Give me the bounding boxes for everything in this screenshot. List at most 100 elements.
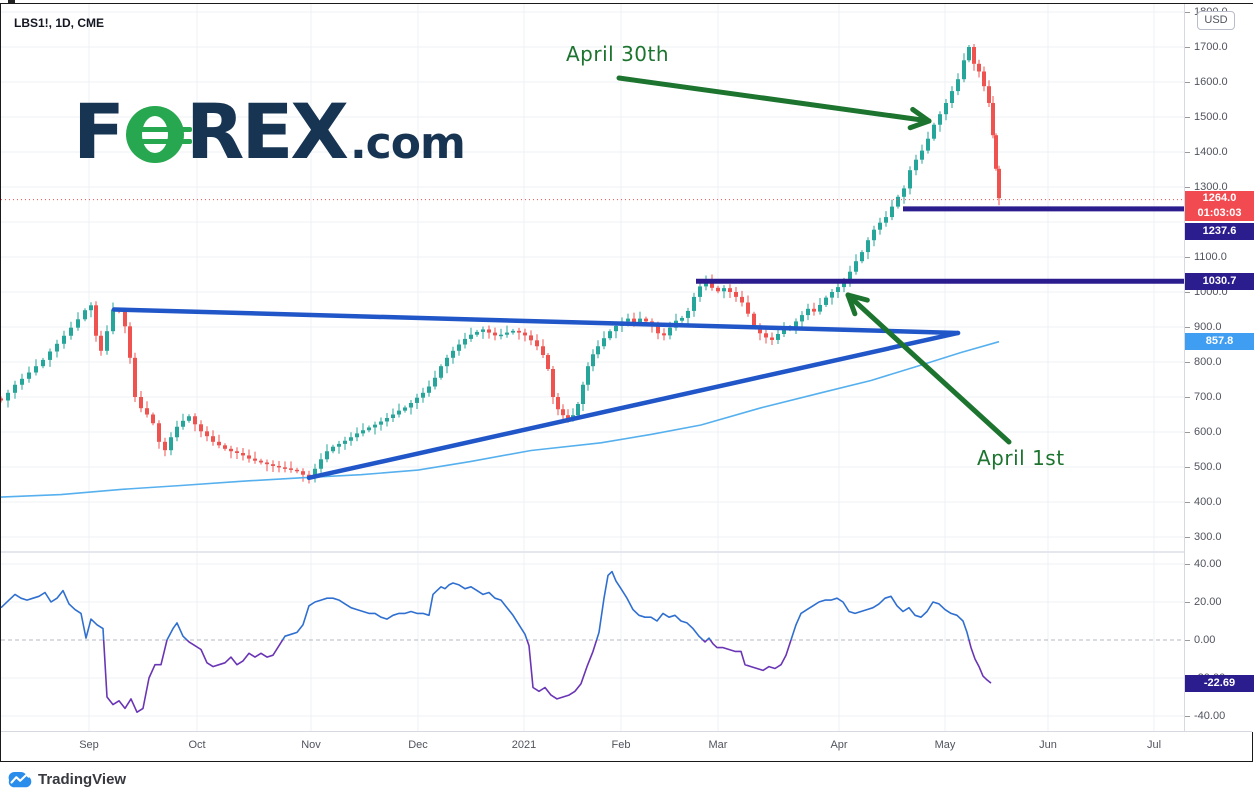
trendline-upper[interactable] bbox=[111, 307, 961, 336]
annotation-arrow[interactable] bbox=[616, 75, 932, 124]
chart-canvas[interactable] bbox=[1, 4, 1252, 761]
time-tick-label: Jun bbox=[1039, 739, 1057, 751]
candle-body bbox=[34, 366, 38, 373]
candle-body bbox=[265, 462, 269, 465]
candle-body bbox=[728, 288, 732, 292]
price-tick-label: 400.0 bbox=[1185, 496, 1253, 508]
candle-body bbox=[902, 188, 906, 197]
candle-body bbox=[235, 451, 239, 453]
candle-body bbox=[740, 296, 744, 303]
candle-body bbox=[944, 103, 948, 115]
candle-body bbox=[69, 327, 73, 336]
candle-body bbox=[626, 318, 630, 322]
currency-badge[interactable]: USD bbox=[1197, 11, 1235, 30]
candle-body bbox=[133, 357, 137, 397]
candle-body bbox=[920, 150, 924, 160]
candle-body bbox=[241, 453, 245, 456]
annotation-arrow[interactable] bbox=[845, 292, 1012, 445]
price-tick-label: 1500.0 bbox=[1185, 111, 1253, 123]
candle-body bbox=[337, 443, 341, 447]
candle-body bbox=[967, 47, 971, 61]
candle-body bbox=[6, 392, 10, 401]
candle-body bbox=[481, 329, 485, 332]
price-tick-label: 1300.0 bbox=[1185, 181, 1253, 193]
candle-body bbox=[800, 315, 804, 322]
price-tick-label: 900.0 bbox=[1185, 321, 1253, 333]
candle-body bbox=[812, 308, 816, 312]
oscillator-tick-label: 40.00 bbox=[1185, 558, 1253, 570]
candle-body bbox=[704, 281, 708, 287]
candle-body bbox=[830, 292, 834, 298]
candle-body bbox=[253, 458, 257, 461]
price-tick-label: 700.0 bbox=[1185, 391, 1253, 403]
candle-body bbox=[223, 445, 227, 449]
candle-body bbox=[205, 431, 209, 437]
candle-body bbox=[556, 397, 560, 410]
tick-dash bbox=[1185, 431, 1190, 433]
annotation-arrowhead bbox=[845, 292, 870, 303]
candle-body bbox=[982, 71, 986, 87]
candle-body bbox=[421, 392, 425, 398]
candle-body bbox=[686, 310, 690, 318]
time-scale[interactable]: Sep Oct Nov Dec 2021 Feb Mar Apr May Jun Jul bbox=[1, 731, 1252, 761]
tick-dash bbox=[1185, 536, 1190, 538]
price-tick-label: 300.0 bbox=[1185, 531, 1253, 543]
overlay-drawings bbox=[1, 199, 1184, 498]
candle-body bbox=[541, 346, 545, 355]
candle-body bbox=[716, 287, 720, 292]
candle-body bbox=[529, 335, 533, 341]
candle-body bbox=[277, 465, 281, 468]
candle-body bbox=[259, 460, 263, 463]
time-tick-label: 2021 bbox=[511, 739, 537, 751]
oscillator-line-negative bbox=[102, 640, 992, 713]
price-tick-label: 1700.0 bbox=[1185, 41, 1253, 53]
candle-body bbox=[247, 455, 251, 459]
tick-dash bbox=[1185, 46, 1190, 48]
candle-body bbox=[89, 305, 93, 311]
candle-body bbox=[770, 337, 774, 340]
candle-body bbox=[566, 415, 570, 419]
candle-body bbox=[331, 446, 335, 452]
price-scale[interactable]: -40.00-20.000.0020.0040.00300.0400.0500.… bbox=[1184, 4, 1254, 732]
tick-dash bbox=[1185, 563, 1190, 565]
candle-body bbox=[229, 448, 233, 452]
candle-body bbox=[884, 217, 888, 223]
candle-body bbox=[977, 63, 981, 72]
candle-body bbox=[546, 355, 550, 369]
oscillator-tick-label: 0.00 bbox=[1185, 634, 1253, 646]
candle-body bbox=[493, 332, 497, 336]
candle-body bbox=[499, 334, 503, 337]
tick-dash bbox=[1185, 639, 1190, 641]
candle-body bbox=[367, 427, 371, 431]
oscillator-value-label: -22.69 bbox=[1185, 675, 1254, 692]
candle-body bbox=[698, 286, 702, 297]
bar-countdown: 01:03:03 bbox=[1197, 207, 1242, 219]
pane-separator[interactable] bbox=[1, 551, 1252, 553]
candle-body bbox=[722, 288, 726, 292]
candle-body bbox=[123, 311, 127, 327]
candle-body bbox=[325, 451, 329, 460]
candle-body bbox=[972, 47, 976, 64]
annotation-april-30[interactable]: April 30th bbox=[566, 42, 670, 66]
candle-body bbox=[950, 91, 954, 103]
tradingview-logo-text: TradingView bbox=[38, 771, 127, 788]
trendline-lower[interactable] bbox=[306, 330, 961, 481]
candle-body bbox=[914, 159, 918, 171]
annotation-april-1[interactable]: April 1st bbox=[977, 446, 1065, 470]
candle-body bbox=[139, 397, 143, 409]
candle-body bbox=[62, 335, 66, 344]
tick-dash bbox=[1185, 361, 1190, 363]
tick-dash bbox=[1185, 81, 1190, 83]
candle-body bbox=[860, 252, 864, 262]
candle-body bbox=[523, 332, 527, 336]
candle-body bbox=[962, 60, 966, 80]
candle-body bbox=[656, 325, 660, 334]
candle-body bbox=[848, 271, 852, 283]
candle-body bbox=[638, 318, 642, 323]
candle-body bbox=[283, 467, 287, 469]
tradingview-logo[interactable]: TradingView bbox=[8, 771, 126, 788]
tick-dash bbox=[1185, 186, 1190, 188]
candle-body bbox=[13, 384, 17, 393]
candle-body bbox=[614, 325, 618, 332]
symbol-title[interactable]: LBS1!, 1D, CME bbox=[14, 16, 105, 30]
